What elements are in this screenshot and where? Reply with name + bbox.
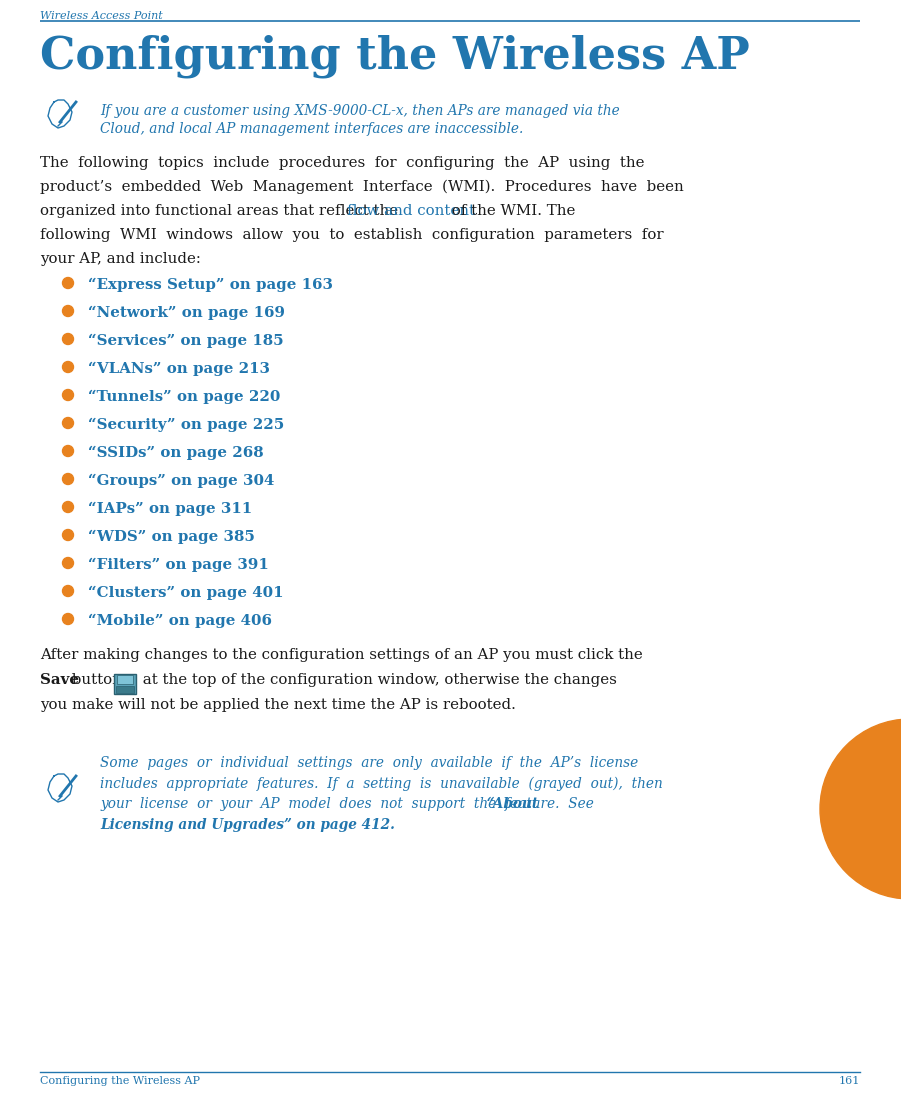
Text: “IAPs” on page 311: “IAPs” on page 311 xyxy=(88,502,252,516)
Text: “Tunnels” on page 220: “Tunnels” on page 220 xyxy=(88,390,280,404)
Text: “Network” on page 169: “Network” on page 169 xyxy=(88,306,285,321)
Text: your AP, and include:: your AP, and include: xyxy=(40,252,201,266)
Circle shape xyxy=(62,586,74,596)
Text: “About: “About xyxy=(482,797,538,811)
Text: your  license  or  your  AP  model  does  not  support  the  feature.  See: your license or your AP model does not s… xyxy=(100,797,598,811)
Circle shape xyxy=(62,557,74,568)
Text: “SSIDs” on page 268: “SSIDs” on page 268 xyxy=(88,446,264,460)
Text: “Clusters” on page 401: “Clusters” on page 401 xyxy=(88,586,284,600)
Circle shape xyxy=(62,446,74,457)
Text: After making changes to the configuration settings of an AP you must click the: After making changes to the configuratio… xyxy=(40,648,642,662)
Circle shape xyxy=(62,529,74,540)
Text: “Filters” on page 391: “Filters” on page 391 xyxy=(88,558,268,573)
Polygon shape xyxy=(48,100,72,128)
Circle shape xyxy=(62,418,74,429)
Text: 161: 161 xyxy=(839,1076,860,1086)
Circle shape xyxy=(62,362,74,372)
Circle shape xyxy=(62,614,74,625)
Text: following  WMI  windows  allow  you  to  establish  configuration  parameters  f: following WMI windows allow you to estab… xyxy=(40,228,664,242)
Text: “Security” on page 225: “Security” on page 225 xyxy=(88,418,284,432)
Circle shape xyxy=(62,390,74,401)
Polygon shape xyxy=(48,774,72,802)
Text: you make will not be applied the next time the AP is rebooted.: you make will not be applied the next ti… xyxy=(40,698,516,712)
Wedge shape xyxy=(820,719,901,899)
Circle shape xyxy=(62,473,74,485)
Text: of the WMI. The: of the WMI. The xyxy=(447,204,576,218)
Text: Save: Save xyxy=(40,673,79,687)
Text: Configuring the Wireless AP: Configuring the Wireless AP xyxy=(40,1076,200,1086)
Text: includes  appropriate  features.  If  a  setting  is  unavailable  (grayed  out): includes appropriate features. If a sett… xyxy=(100,776,663,791)
Text: at the top of the configuration window, otherwise the changes: at the top of the configuration window, … xyxy=(139,673,617,687)
Text: Some  pages  or  individual  settings  are  only  available  if  the  AP’s  lice: Some pages or individual settings are on… xyxy=(100,756,638,770)
Text: “Express Setup” on page 163: “Express Setup” on page 163 xyxy=(88,278,333,292)
Text: “WDS” on page 385: “WDS” on page 385 xyxy=(88,530,255,545)
Text: “Services” on page 185: “Services” on page 185 xyxy=(88,334,284,349)
Text: Wireless Access Point: Wireless Access Point xyxy=(40,11,163,21)
Text: Cloud, and local AP management interfaces are inaccessible.: Cloud, and local AP management interface… xyxy=(100,123,523,137)
Text: flow and content: flow and content xyxy=(347,204,475,218)
FancyBboxPatch shape xyxy=(114,674,136,694)
Text: product’s  embedded  Web  Management  Interface  (WMI).  Procedures  have  been: product’s embedded Web Management Interf… xyxy=(40,180,684,194)
Circle shape xyxy=(62,501,74,512)
Circle shape xyxy=(62,305,74,316)
FancyBboxPatch shape xyxy=(117,675,133,684)
Text: organized into functional areas that reflect the: organized into functional areas that ref… xyxy=(40,204,403,218)
Text: “Groups” on page 304: “Groups” on page 304 xyxy=(88,473,275,488)
Text: button: button xyxy=(67,673,126,687)
Text: Configuring the Wireless AP: Configuring the Wireless AP xyxy=(40,35,750,78)
Text: “VLANs” on page 213: “VLANs” on page 213 xyxy=(88,362,270,377)
Text: Licensing and Upgrades” on page 412.: Licensing and Upgrades” on page 412. xyxy=(100,818,395,831)
Text: “Mobile” on page 406: “Mobile” on page 406 xyxy=(88,614,272,628)
FancyBboxPatch shape xyxy=(116,686,134,693)
Circle shape xyxy=(62,277,74,289)
Text: If you are a customer using XMS-9000-CL-x, then APs are managed via the: If you are a customer using XMS-9000-CL-… xyxy=(100,104,620,118)
Circle shape xyxy=(62,333,74,344)
Text: The  following  topics  include  procedures  for  configuring  the  AP  using  t: The following topics include procedures … xyxy=(40,156,644,170)
